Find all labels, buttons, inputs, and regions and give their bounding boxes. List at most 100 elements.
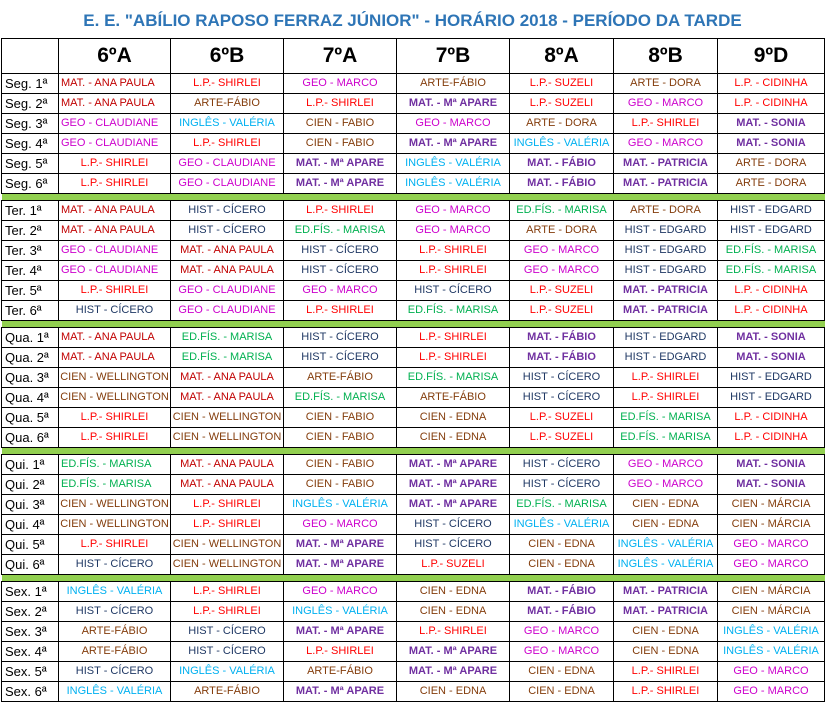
- schedule-cell: INGLÊS - VALÉRIA: [283, 601, 397, 622]
- schedule-cell: L.P.- SHIRLEI: [58, 427, 171, 448]
- schedule-cell: ARTE - DORA: [717, 153, 825, 174]
- schedule-cell: ARTE - DORA: [717, 173, 825, 194]
- schedule-cell: L.P.- SHIRLEI: [396, 260, 510, 281]
- schedule-cell: L.P.- SHIRLEI: [58, 173, 171, 194]
- schedule-row: Qui. 3ª CIEN - WELLINGTON L.P.- SHIRLEI ING…: [1, 494, 825, 515]
- period-label: Sex. 1ª: [1, 581, 59, 602]
- schedule-cell: MAT. - PATRICIA: [613, 601, 718, 622]
- separator-bar: [1, 447, 825, 455]
- schedule-cell: ARTE-FÁBIO: [396, 387, 510, 408]
- schedule-cell: L.P.- SHIRLEI: [283, 300, 397, 321]
- period-label: Sex. 4ª: [1, 641, 59, 662]
- schedule-cell: ARTE - DORA: [509, 220, 614, 241]
- schedule-cell: MAT. - Mª APARE: [396, 454, 510, 475]
- schedule-cell: ARTE-FÁBIO: [58, 641, 171, 662]
- schedule-cell: GEO - MARCO: [717, 554, 825, 575]
- schedule-cell: L.P. - CIDINHA: [717, 93, 825, 114]
- period-label: Qui. 3ª: [1, 494, 59, 515]
- schedule-cell: INGLÊS - VALÉRIA: [170, 661, 284, 682]
- schedule-cell: L.P. - CIDINHA: [717, 427, 825, 448]
- period-label: Qua. 2ª: [1, 347, 59, 368]
- period-label: Ter. 2ª: [1, 220, 59, 241]
- schedule-cell: ED.FÍS. - MARISA: [613, 427, 718, 448]
- period-label: Ter. 5ª: [1, 280, 59, 301]
- schedule-cell: L.P.- SHIRLEI: [283, 200, 397, 221]
- period-label: Qua. 5ª: [1, 407, 59, 428]
- schedule-cell: L.P.- SHIRLEI: [283, 93, 397, 114]
- schedule-cell: CIEN - MÁRCIA: [717, 514, 825, 535]
- schedule-cell: L.P. - CIDINHA: [717, 407, 825, 428]
- schedule-cell: MAT. - FÁBIO: [509, 173, 614, 194]
- schedule-cell: HIST - CÍCERO: [170, 200, 284, 221]
- schedule-cell: L.P.- SHIRLEI: [58, 534, 171, 555]
- schedule-cell: ARTE-FÁBIO: [170, 681, 284, 702]
- period-label: Qui. 2ª: [1, 474, 59, 495]
- period-label: Qui. 1ª: [1, 454, 59, 475]
- schedule-cell: MAT. - ANA PAULA: [170, 240, 284, 261]
- schedule-row: Qua. 4ª CIEN - WELLINGTON MAT. - ANA PAULA…: [1, 387, 825, 408]
- schedule-cell: HIST - CÍCERO: [58, 554, 171, 575]
- schedule-cell: MAT. - ANA PAULA: [170, 387, 284, 408]
- schedule-cell: GEO - MARCO: [283, 581, 397, 602]
- schedule-cell: HIST - CÍCERO: [396, 280, 510, 301]
- schedule-cell: HIST - EDGARD: [613, 347, 718, 368]
- schedule-cell: MAT. - ANA PAULA: [58, 327, 171, 348]
- schedule-cell: CIEN - FABIO: [283, 133, 397, 154]
- schedule-cell: MAT. - Mª APARE: [396, 133, 510, 154]
- schedule-cell: INGLÊS - VALÉRIA: [509, 514, 614, 535]
- schedule-cell: CIEN - WELLINGTON: [58, 514, 171, 535]
- schedule-cell: CIEN - EDNA: [396, 681, 510, 702]
- schedule-cell: GEO - MARCO: [509, 641, 614, 662]
- schedule-cell: INGLÊS - VALÉRIA: [717, 621, 825, 642]
- schedule-cell: L.P.- SUZELI: [509, 427, 614, 448]
- schedule-cell: CIEN - WELLINGTON: [170, 407, 284, 428]
- schedule-cell: INGLÊS - VALÉRIA: [396, 173, 510, 194]
- schedule-cell: L.P.- SHIRLEI: [170, 494, 284, 515]
- schedule-cell: CIEN - WELLINGTON: [58, 367, 171, 388]
- period-label: Qua. 6ª: [1, 427, 59, 448]
- schedule-cell: GEO - MARCO: [396, 220, 510, 241]
- schedule-cell: MAT. - PATRICIA: [613, 581, 718, 602]
- schedule-cell: MAT. - Mª APARE: [283, 554, 397, 575]
- schedule-cell: HIST - EDGARD: [613, 260, 718, 281]
- period-label: Qui. 6ª: [1, 554, 59, 575]
- schedule-cell: MAT. - Mª APARE: [396, 93, 510, 114]
- schedule-cell: MAT. - ANA PAULA: [170, 367, 284, 388]
- schedule-cell: L.P.- SHIRLEI: [283, 641, 397, 662]
- schedule-row: Ter. 5ª L.P.- SHIRLEI GEO - CLAUDIANE GEO -…: [1, 280, 825, 301]
- schedule-cell: L.P. - CIDINHA: [717, 280, 825, 301]
- schedule-cell: MAT. - FÁBIO: [509, 327, 614, 348]
- schedule-cell: INGLÊS - VALÉRIA: [58, 681, 171, 702]
- schedule-row: Seg. 2ª MAT. - ANA PAULA ARTE-FÁBIO L.P.- S…: [1, 93, 825, 114]
- schedule-cell: ARTE - DORA: [613, 200, 718, 221]
- schedule-cell: ED.FÍS. - MARISA: [509, 494, 614, 515]
- schedule-cell: L.P.- SHIRLEI: [396, 621, 510, 642]
- schedule-cell: GEO - MARCO: [283, 280, 397, 301]
- schedule-cell: MAT. - ANA PAULA: [170, 260, 284, 281]
- schedule-cell: ED.FÍS. - MARISA: [717, 240, 825, 261]
- schedule-cell: MAT. - FÁBIO: [509, 347, 614, 368]
- schedule-cell: L.P.- SHIRLEI: [613, 387, 718, 408]
- schedule-row: Qui. 5ª L.P.- SHIRLEI CIEN - WELLINGTON MAT…: [1, 534, 825, 555]
- schedule-cell: CIEN - EDNA: [613, 494, 718, 515]
- schedule-row: Qua. 6ª L.P.- SHIRLEI CIEN - WELLINGTON CIE…: [1, 427, 825, 448]
- corner-cell: [1, 38, 59, 74]
- schedule-cell: MAT. - SONIA: [717, 347, 825, 368]
- schedule-cell: GEO - CLAUDIANE: [58, 113, 171, 134]
- schedule-cell: GEO - MARCO: [613, 93, 718, 114]
- schedule-cell: MAT. - Mª APARE: [283, 173, 397, 194]
- separator-bar: [1, 574, 825, 582]
- schedule-cell: MAT. - SONIA: [717, 474, 825, 495]
- separator-bar: [1, 320, 825, 328]
- day-separator: [1, 320, 825, 328]
- schedule-cell: MAT. - ANA PAULA: [170, 454, 284, 475]
- schedule-cell: HIST - CÍCERO: [58, 300, 171, 321]
- schedule-cell: MAT. - ANA PAULA: [58, 200, 171, 221]
- schedule-cell: HIST - CÍCERO: [58, 661, 171, 682]
- class-header: 6ºA: [58, 38, 171, 74]
- schedule-cell: INGLÊS - VALÉRIA: [58, 581, 171, 602]
- schedule-cell: HIST - CÍCERO: [396, 514, 510, 535]
- schedule-row: Seg. 1ª MAT. - ANA PAULA L.P.- SHIRLEI GEO …: [1, 73, 825, 94]
- schedule-cell: ARTE-FÁBIO: [283, 367, 397, 388]
- schedule-cell: CIEN - EDNA: [509, 554, 614, 575]
